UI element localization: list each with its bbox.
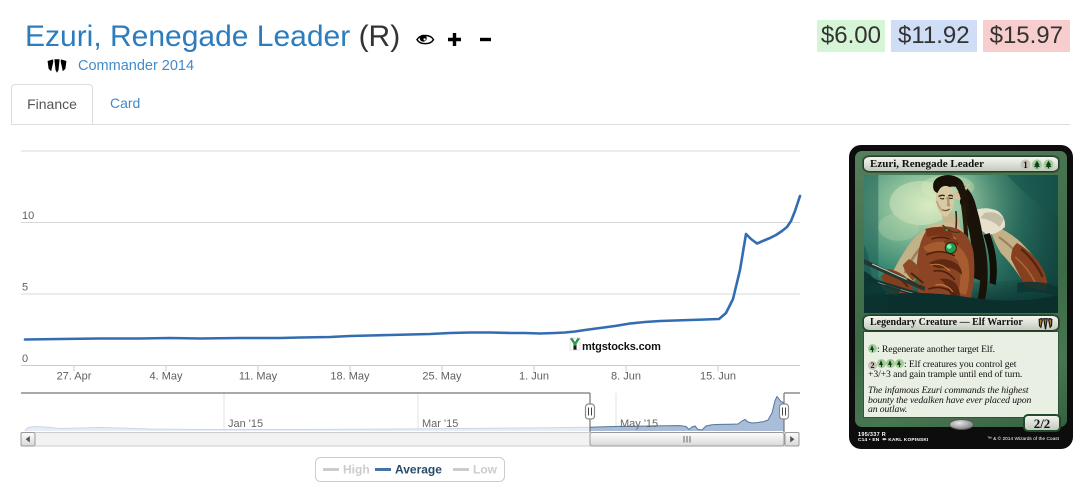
svg-text:10: 10 xyxy=(22,210,34,222)
svg-text:1. Jun: 1. Jun xyxy=(519,371,549,383)
svg-text:5: 5 xyxy=(22,282,28,294)
svg-text:0: 0 xyxy=(22,353,28,365)
svg-text:1: 1 xyxy=(1023,159,1028,169)
svg-text:15. Jun: 15. Jun xyxy=(700,371,736,383)
svg-text:25. May: 25. May xyxy=(422,371,462,383)
svg-text:4. May: 4. May xyxy=(149,371,183,383)
svg-text:Average: Average xyxy=(395,463,442,477)
svg-text:Mar '15: Mar '15 xyxy=(422,418,458,430)
svg-text:18. May: 18. May xyxy=(330,371,370,383)
svg-text:mtgstocks.com: mtgstocks.com xyxy=(582,341,661,353)
svg-text:May '15: May '15 xyxy=(620,418,658,430)
svg-text:Low: Low xyxy=(473,463,498,477)
svg-text:27. Apr: 27. Apr xyxy=(57,371,92,383)
svg-text:8. Jun: 8. Jun xyxy=(611,371,641,383)
svg-text:Jan '15: Jan '15 xyxy=(228,418,263,430)
svg-text:High: High xyxy=(343,463,370,477)
svg-text:11. May: 11. May xyxy=(239,371,278,383)
